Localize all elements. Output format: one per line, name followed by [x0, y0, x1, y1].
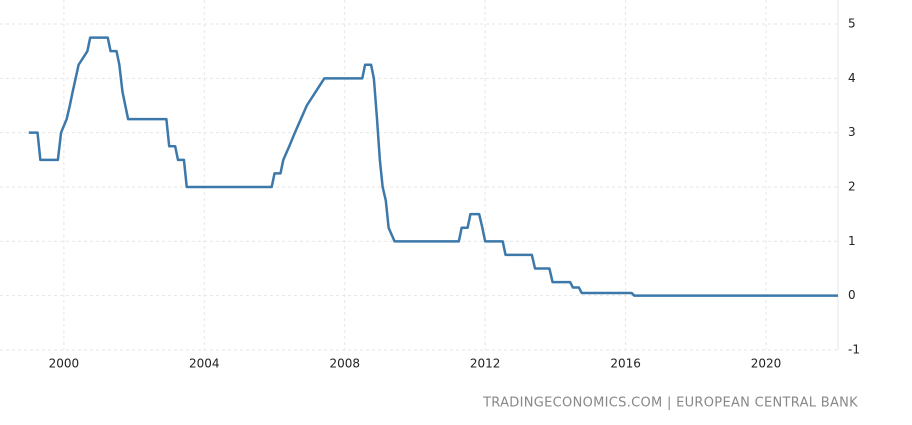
- y-tick-label: 2: [848, 180, 856, 194]
- y-tick-label: 0: [848, 288, 856, 302]
- x-tick-label: 2000: [49, 357, 80, 371]
- x-tick-label: 2008: [329, 357, 360, 371]
- x-tick-label: 2012: [470, 357, 501, 371]
- source: TRADINGECONOMICS.COM | EUROPEAN CENTRAL …: [482, 396, 858, 411]
- y-tick-label: 5: [848, 17, 856, 31]
- x-tick-label: 2016: [610, 357, 641, 371]
- x-tick-label: 2020: [751, 357, 782, 371]
- y-tick-label: 1: [848, 234, 856, 248]
- line-series: [28, 36, 838, 297]
- y-tick-label: 4: [848, 71, 856, 85]
- y-tick-label: -1: [848, 343, 860, 357]
- y-tick-label: 3: [848, 125, 856, 139]
- x-tick-label: 2004: [189, 357, 220, 371]
